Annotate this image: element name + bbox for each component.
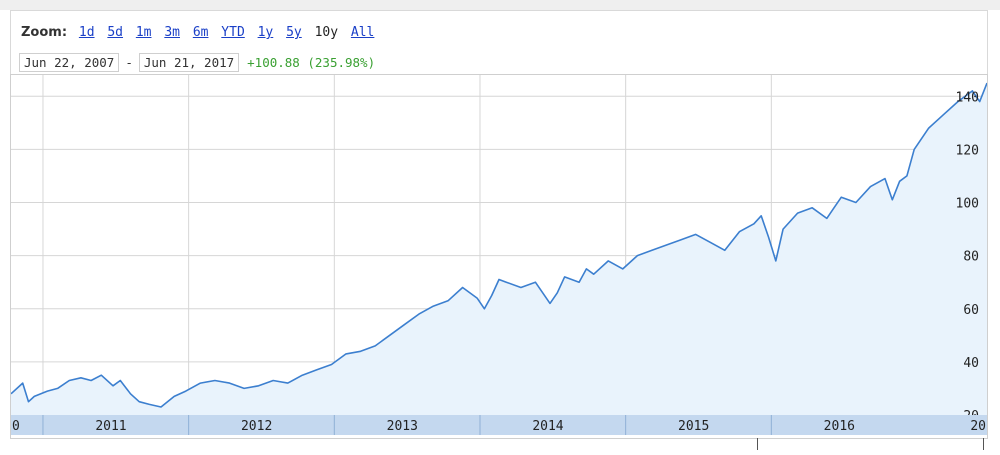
x-tick-label: 2012	[241, 419, 272, 434]
x-axis-band	[11, 415, 987, 435]
x-tick-label: 2014	[532, 419, 563, 434]
y-tick-label: 80	[963, 250, 979, 265]
x-edge-label-right: 20	[970, 419, 986, 434]
zoom-1m-link[interactable]: 1m	[135, 25, 152, 40]
top-bar	[0, 0, 1000, 10]
x-tick-label: 2016	[824, 419, 855, 434]
zoom-5y-link[interactable]: 5y	[286, 25, 302, 40]
x-tick-label: 2013	[387, 419, 418, 434]
scrollbar-tick-right	[983, 438, 984, 450]
y-tick-label: 40	[963, 356, 979, 371]
x-tick-label: 2015	[678, 419, 709, 434]
zoom-3m-link[interactable]: 3m	[164, 25, 180, 40]
zoom-1y-link[interactable]: 1y	[257, 25, 274, 40]
date-separator: -	[125, 55, 133, 70]
zoom-10y-current: 10y	[314, 25, 339, 40]
price-chart-svg[interactable]: 20 40 60 80 100 120 140 2011 2012 2013 2014 2015 201…	[10, 75, 988, 438]
date-range-row: Jun 22, 2007 - Jun 21, 2017 +100.88 (235…	[19, 53, 375, 72]
start-date-field[interactable]: Jun 22, 2007	[19, 53, 120, 72]
zoom-label: Zoom:	[21, 25, 68, 40]
price-line	[10, 82, 988, 408]
zoom-row: Zoom: 1d 5d 1m 3m 6m YTD 1y 5y 10y All	[21, 25, 379, 40]
zoom-ytd-link[interactable]: YTD	[221, 25, 245, 40]
y-tick-label: 100	[956, 197, 979, 212]
zoom-6m-link[interactable]: 6m	[192, 25, 209, 40]
y-tick-label: 120	[956, 143, 979, 158]
y-tick-label: 60	[963, 303, 979, 318]
end-date-field[interactable]: Jun 21, 2017	[138, 53, 240, 72]
x-edge-label-left: 0	[12, 419, 20, 434]
zoom-all-link[interactable]: All	[350, 25, 375, 40]
x-tick-label: 2011	[95, 419, 126, 434]
price-area-fill	[11, 83, 987, 415]
price-change: +100.88 (235.98%)	[247, 55, 376, 70]
y-tick-label: 140	[956, 90, 979, 105]
zoom-5d-link[interactable]: 5d	[107, 25, 124, 40]
scrollbar-tick-left	[757, 438, 758, 450]
chart-area[interactable]: 20 40 60 80 100 120 140 2011 2012 2013 2014 2015 201…	[10, 74, 988, 439]
zoom-1d-link[interactable]: 1d	[78, 25, 95, 40]
chart-toolbar: Zoom: 1d 5d 1m 3m 6m YTD 1y 5y 10y All J…	[10, 10, 988, 74]
